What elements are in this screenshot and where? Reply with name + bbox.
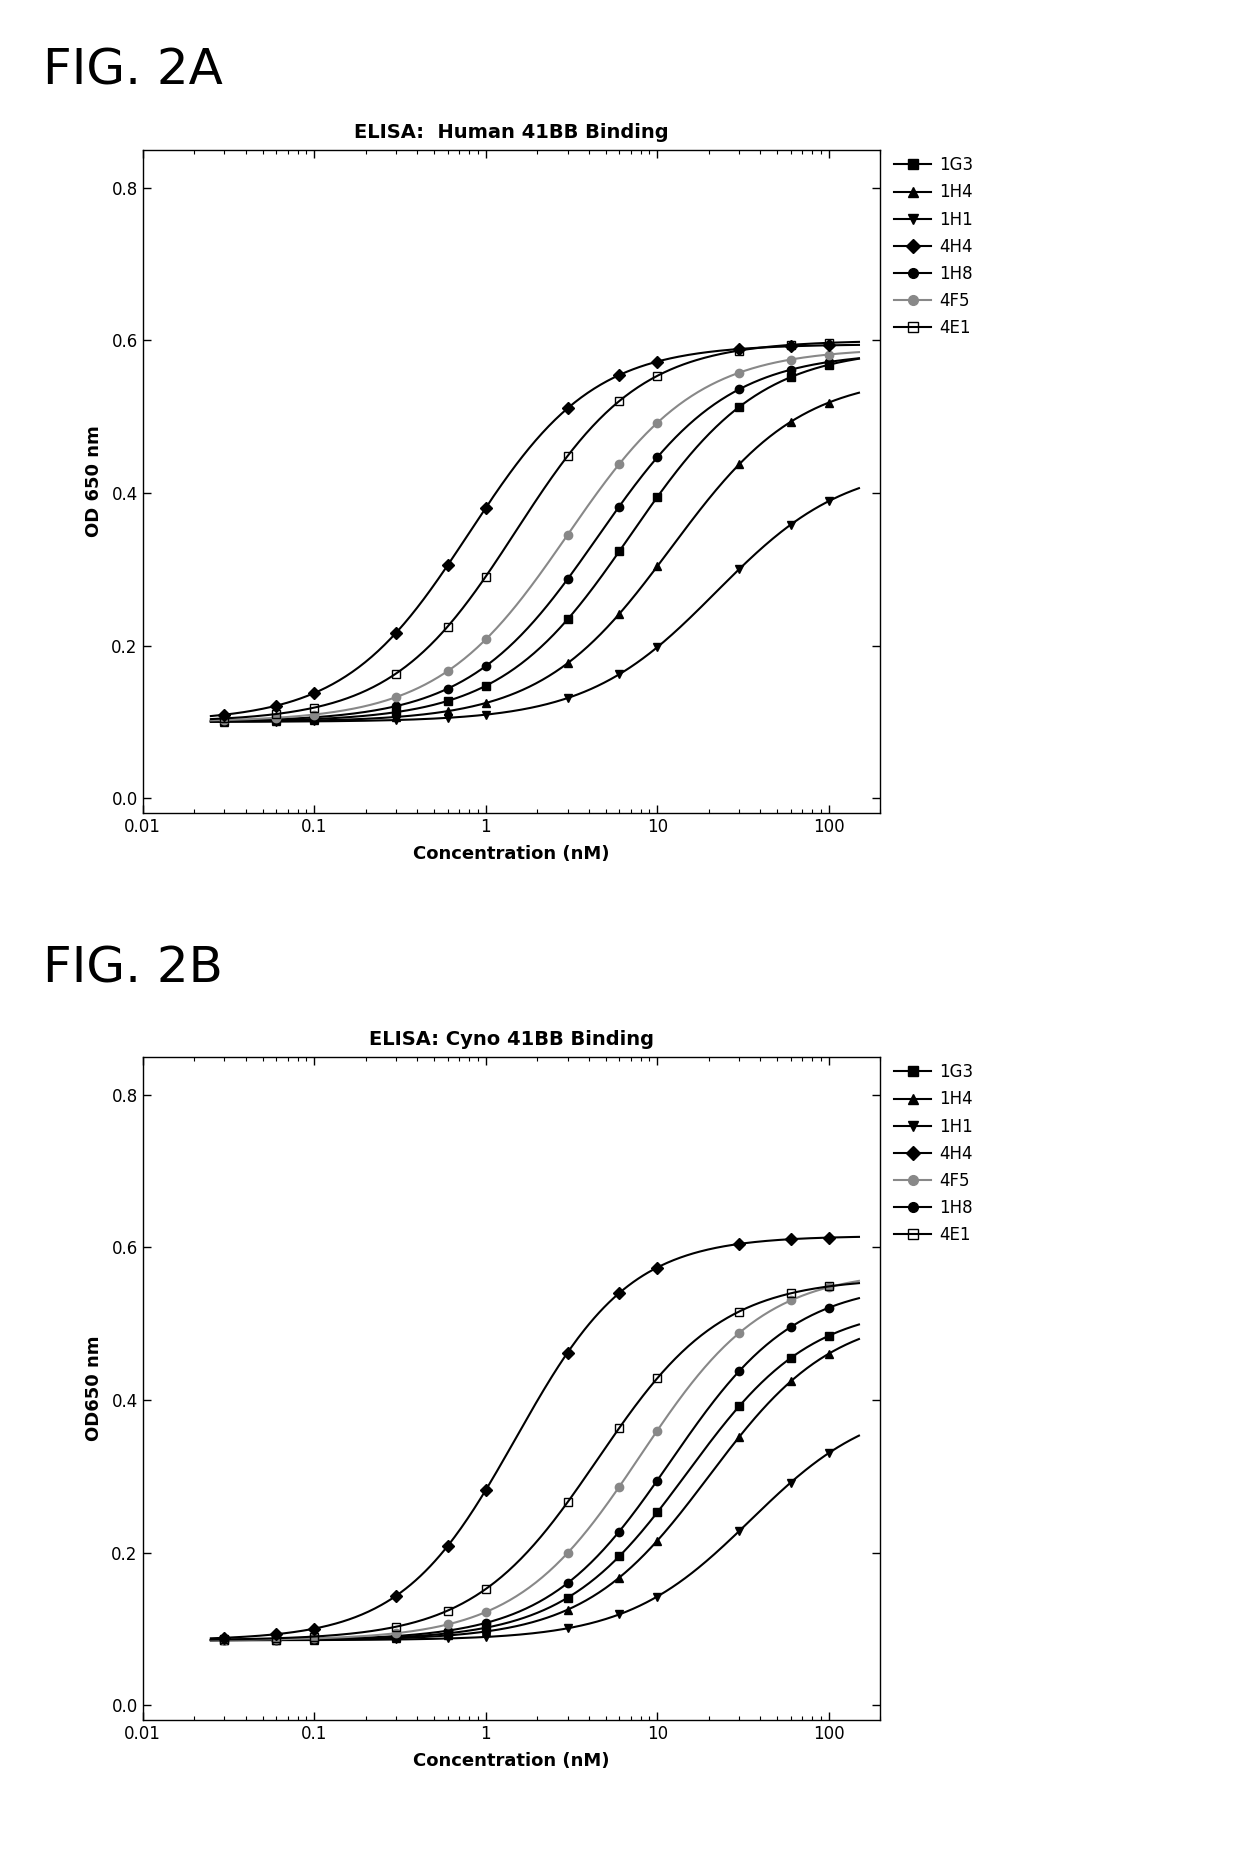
Legend: 1G3, 1H4, 1H1, 4H4, 4F5, 1H8, 4E1: 1G3, 1H4, 1H1, 4H4, 4F5, 1H8, 4E1 (888, 1057, 981, 1251)
X-axis label: Concentration (nM): Concentration (nM) (413, 845, 610, 862)
Legend: 1G3, 1H4, 1H1, 4H4, 1H8, 4F5, 4E1: 1G3, 1H4, 1H1, 4H4, 1H8, 4F5, 4E1 (888, 150, 981, 344)
Y-axis label: OD 650 nm: OD 650 nm (86, 426, 103, 537)
Title: ELISA:  Human 41BB Binding: ELISA: Human 41BB Binding (355, 123, 668, 142)
Title: ELISA: Cyno 41BB Binding: ELISA: Cyno 41BB Binding (370, 1030, 653, 1049)
Text: FIG. 2B: FIG. 2B (43, 944, 223, 993)
Y-axis label: OD650 nm: OD650 nm (86, 1335, 103, 1442)
X-axis label: Concentration (nM): Concentration (nM) (413, 1752, 610, 1769)
Text: FIG. 2A: FIG. 2A (43, 47, 223, 95)
